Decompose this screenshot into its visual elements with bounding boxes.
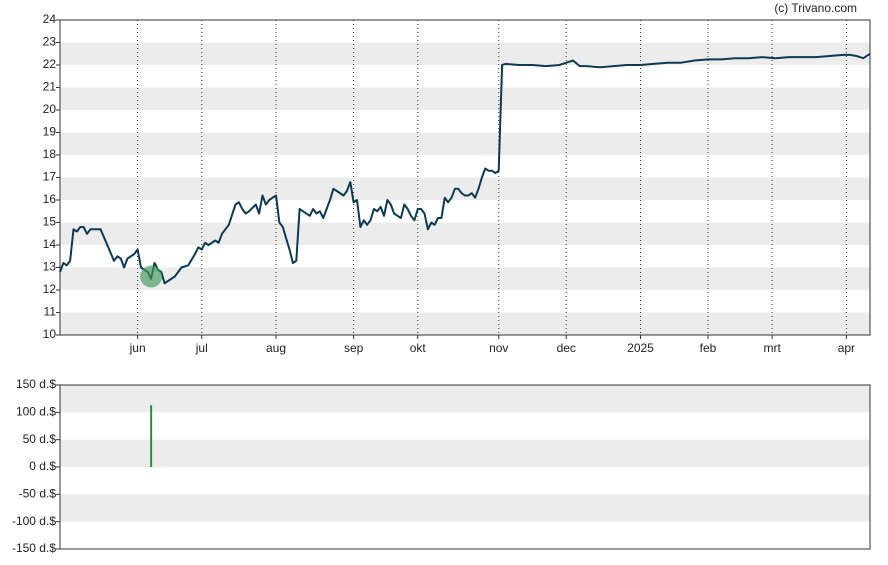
y-tick-label: 15 bbox=[43, 215, 57, 229]
y-tick-label: 24 bbox=[43, 12, 57, 26]
band bbox=[60, 42, 870, 65]
y-tick-label: 11 bbox=[44, 305, 57, 319]
y-tick-label: 20 bbox=[43, 102, 57, 116]
y-tick-label: 150 d.$ bbox=[16, 377, 56, 391]
y-tick-label: 100 d.$ bbox=[16, 405, 56, 419]
y-tick-label: -100 d.$ bbox=[12, 514, 56, 528]
band bbox=[60, 385, 870, 413]
band bbox=[60, 494, 870, 522]
x-tick-label: dec bbox=[557, 341, 576, 355]
source: (c) Trivano.com bbox=[774, 1, 857, 15]
band bbox=[60, 132, 870, 155]
band bbox=[60, 87, 870, 110]
x-tick-label: feb bbox=[700, 341, 717, 355]
y-tick-label: 22 bbox=[43, 57, 57, 71]
y-tick-label: 17 bbox=[43, 170, 57, 184]
trade-marker bbox=[140, 265, 163, 288]
y-tick-label: 19 bbox=[43, 125, 57, 139]
y-tick-label: -50 d.$ bbox=[19, 487, 57, 501]
x-tick-label: apr bbox=[838, 341, 855, 355]
y-tick-label: 21 bbox=[43, 80, 57, 94]
y-tick-label: 12 bbox=[43, 282, 57, 296]
y-tick-label: 50 d.$ bbox=[23, 432, 57, 446]
x-tick-label: mrt bbox=[763, 341, 781, 355]
band bbox=[60, 222, 870, 245]
y-tick-label: 23 bbox=[43, 35, 57, 49]
band bbox=[60, 312, 870, 335]
y-tick-label: 13 bbox=[43, 260, 57, 274]
x-tick-label: jun bbox=[129, 341, 146, 355]
x-tick-label: jul bbox=[195, 341, 208, 355]
y-tick-label: 0 d.$ bbox=[29, 459, 56, 473]
band bbox=[60, 177, 870, 200]
x-tick-label: aug bbox=[266, 341, 286, 355]
y-tick-label: 16 bbox=[43, 192, 57, 206]
plot-frame bbox=[59, 384, 871, 550]
x-tick-label: 2025 bbox=[627, 341, 654, 355]
x-tick-label: nov bbox=[489, 341, 508, 355]
y-tick-label: -150 d.$ bbox=[12, 541, 56, 555]
y-tick-label: 14 bbox=[43, 237, 57, 251]
x-tick-label: okt bbox=[410, 341, 427, 355]
x-tick-label: sep bbox=[344, 341, 364, 355]
band bbox=[60, 267, 870, 290]
y-tick-label: 18 bbox=[43, 147, 57, 161]
plot-frame bbox=[59, 19, 871, 336]
band bbox=[60, 439, 870, 467]
y-tick-label: 10 bbox=[43, 327, 57, 341]
